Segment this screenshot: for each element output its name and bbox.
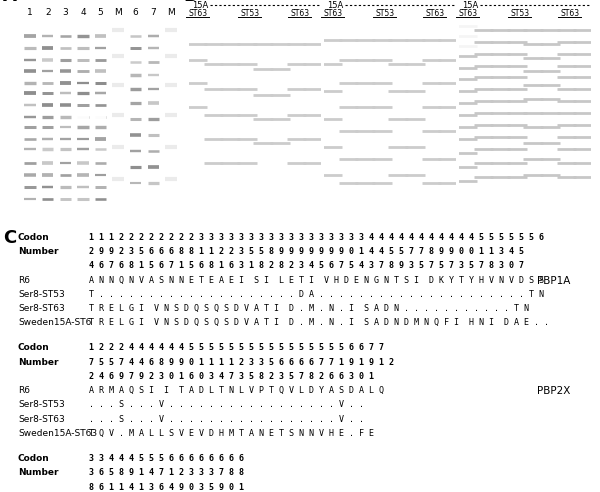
Text: 3 6 5 8 9 1 4 7 1 2 3 3 3 7 8 8: 3 6 5 8 9 1 4 7 1 2 3 3 3 7 8 8: [89, 468, 244, 477]
Text: 3: 3: [62, 8, 68, 17]
Text: M: M: [167, 8, 175, 17]
Text: T Q V . M A L L S V E V D H M T A N E T S N N V H E . F E: T Q V . M A L L S V E V D H M T A N E T …: [89, 429, 374, 438]
Text: Ser8-ST53: Ser8-ST53: [18, 290, 65, 299]
Text: 8: 8: [214, 0, 219, 2]
Text: ST63: ST63: [425, 9, 444, 18]
Text: A N N Q N V A S N N E T E A E I  S I  L E T I  V H D E N G N T S I  D K Y T Y H : A N N Q N V A S N N E T E A E I S I L E …: [89, 276, 544, 284]
Text: Ser8-ST53: Ser8-ST53: [18, 400, 65, 409]
Text: A: A: [3, 0, 17, 5]
Text: 8: 8: [484, 0, 489, 2]
Text: A R M A Q S I  I  T A D L T N L V P T Q V L D Y A S D A L Q: A R M A Q S I I T A D L T N L V P T Q V …: [89, 386, 384, 395]
Text: ST63: ST63: [324, 9, 343, 18]
Text: 2 9 9 2 3 5 6 6 6 8 8 1 1 2 2 3 5 5 8 9 9 9 9 9 9 9 0 1 4 4 5 5 7 7 8 9 9 0 0 1 : 2 9 9 2 3 5 6 6 6 8 8 1 1 2 2 3 5 5 8 9 …: [89, 247, 524, 256]
Text: R6: R6: [18, 276, 30, 284]
Text: Codon: Codon: [18, 343, 50, 352]
Text: ST63: ST63: [189, 9, 208, 18]
Text: 8 6 1 1 4 1 3 6 4 9 0 3 5 9 0 1: 8 6 1 1 4 1 3 6 4 9 0 3 5 9 0 1: [89, 483, 244, 492]
Text: 8: 8: [349, 0, 354, 2]
Text: T R E L G I  V N S D Q S Q S D V A T I  D . M . N . I  S A D N D M N Q F I  H N : T R E L G I V N S D Q S Q S D V A T I D …: [89, 318, 549, 327]
Text: 1 1 1 2 2 2 2 2 2 2 2 3 3 3 3 3 3 3 3 3 3 3 3 3 3 3 3 3 4 4 4 4 4 4 4 4 4 4 4 5 : 1 1 1 2 2 2 2 2 2 2 2 3 3 3 3 3 3 3 3 3 …: [89, 233, 544, 242]
Text: ST63: ST63: [290, 9, 309, 18]
Text: ST53: ST53: [375, 9, 394, 18]
Text: 6: 6: [133, 8, 139, 17]
Text: 3 3 4 4 4 5 5 5 6 6 6 6 6 6 6 6: 3 3 4 4 4 5 5 5 6 6 6 6 6 6 6 6: [89, 454, 244, 463]
Text: Codon: Codon: [18, 233, 50, 242]
Text: 15A: 15A: [192, 1, 208, 10]
Text: M: M: [114, 8, 122, 17]
Text: Sweden15A-ST6: Sweden15A-ST6: [18, 318, 91, 327]
Text: 5: 5: [98, 8, 103, 17]
Text: 4: 4: [80, 8, 86, 17]
Text: B: B: [183, 0, 197, 5]
Text: Ser8-ST63: Ser8-ST63: [18, 304, 65, 313]
Text: Number: Number: [18, 358, 59, 367]
Text: R6: R6: [18, 386, 30, 395]
Text: 1: 1: [27, 8, 33, 17]
Text: ST63: ST63: [459, 9, 478, 18]
Text: 15A: 15A: [462, 1, 478, 10]
Text: Number: Number: [18, 247, 59, 256]
Text: T . . . . . . . . . . . . . . . . . . . . D A . . . . . . . . . . . . . . . . . : T . . . . . . . . . . . . . . . . . . . …: [89, 290, 544, 299]
Text: ST53: ST53: [240, 9, 259, 18]
Text: Number: Number: [18, 468, 59, 477]
Text: Codon: Codon: [18, 454, 50, 463]
Text: . . . S . . . V . . . . . . . . . . . . . . . . . V . .: . . . S . . . V . . . . . . . . . . . . …: [89, 415, 364, 424]
Text: . . . S . . . V . . . . . . . . . . . . . . . . . V . .: . . . S . . . V . . . . . . . . . . . . …: [89, 400, 364, 409]
Text: 1 2 2 2 4 4 4 4 4 4 5 5 5 5 5 5 5 5 5 5 5 5 5 5 5 5 6 6 7 7: 1 2 2 2 4 4 4 4 4 4 5 5 5 5 5 5 5 5 5 5 …: [89, 343, 384, 352]
Text: 2 4 6 9 7 9 2 3 0 1 6 0 3 4 7 3 5 8 2 3 5 7 8 2 6 6 3 0 1: 2 4 6 9 7 9 2 3 0 1 6 0 3 4 7 3 5 8 2 3 …: [89, 372, 374, 381]
Text: PBP2X: PBP2X: [537, 386, 571, 396]
Text: 7 5 5 7 4 4 6 8 9 9 0 1 1 1 1 2 3 3 5 6 6 6 6 7 7 1 9 1 9 1 2: 7 5 5 7 4 4 6 8 9 9 0 1 1 1 1 2 3 3 5 6 …: [89, 358, 394, 367]
Text: 2: 2: [45, 8, 50, 17]
Text: C: C: [3, 229, 16, 247]
Text: ST63: ST63: [560, 9, 579, 18]
Text: Sweden15A-ST63: Sweden15A-ST63: [18, 429, 97, 438]
Text: Ser8-ST63: Ser8-ST63: [18, 415, 65, 424]
Text: PBP1A: PBP1A: [537, 276, 571, 285]
Text: 7: 7: [151, 8, 156, 17]
Text: 4 6 7 6 8 1 5 6 7 1 5 6 8 1 6 3 1 8 2 8 2 3 4 5 6 7 5 4 3 7 8 9 3 5 7 5 7 3 5 7 : 4 6 7 6 8 1 5 6 7 1 5 6 8 1 6 3 1 8 2 8 …: [89, 261, 524, 270]
Text: ST53: ST53: [510, 9, 529, 18]
Text: T R E L G I  V N S D Q S Q S D V A T I  D . M . N . I  S A D N . . . . . . . . .: T R E L G I V N S D Q S Q S D V A T I D …: [89, 304, 529, 313]
Text: 15A: 15A: [327, 1, 343, 10]
